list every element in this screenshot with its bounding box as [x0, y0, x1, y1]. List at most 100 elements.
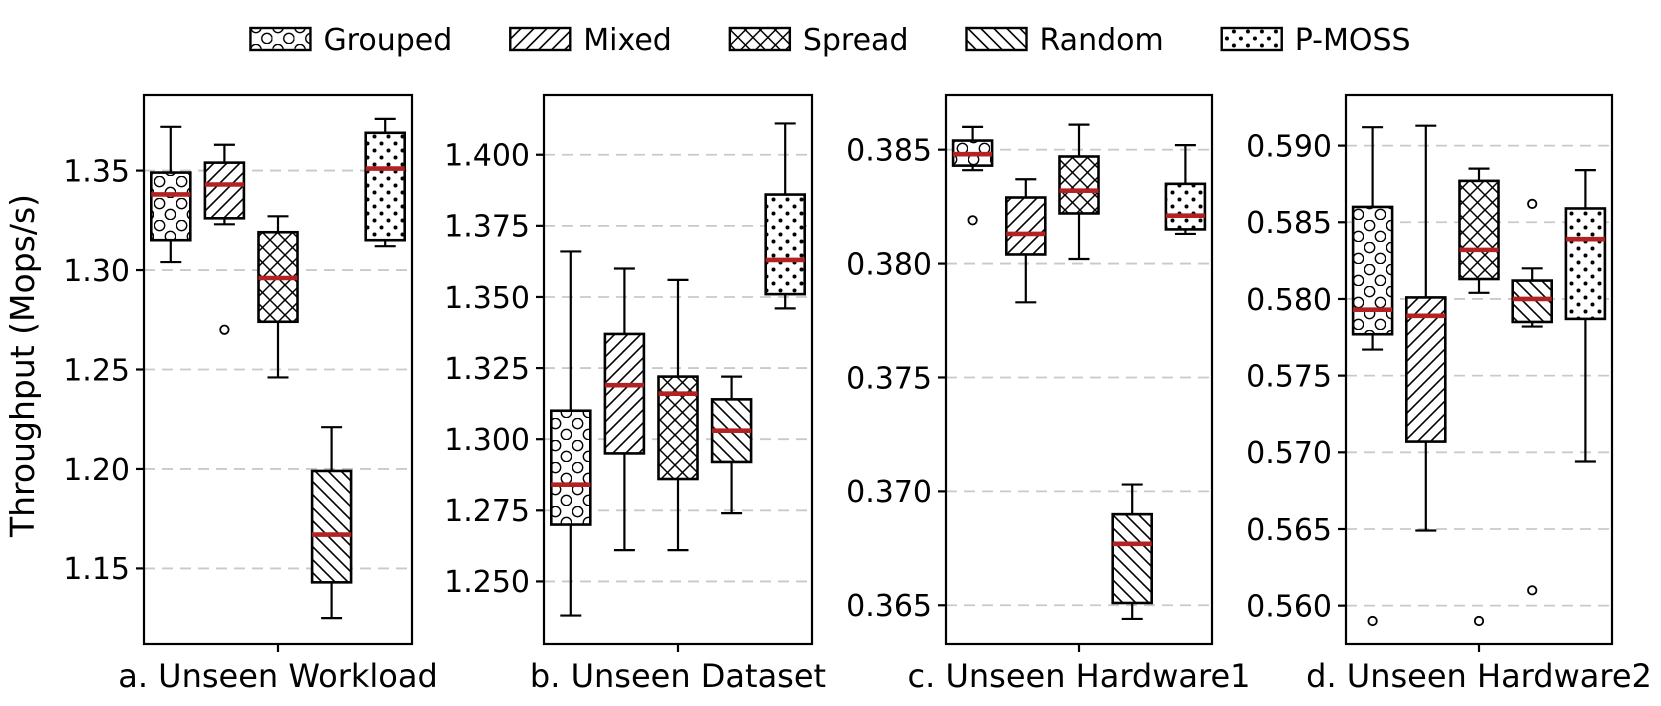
x-axis-label: b. Unseen Dataset: [530, 657, 826, 695]
box-hatch: [765, 194, 805, 295]
boxplot-grouped: [951, 125, 994, 226]
y-tick-label: 1.15: [63, 552, 130, 587]
y-tick-label: 0.585: [1246, 206, 1332, 241]
legend-item-mixed: Mixed: [509, 23, 672, 58]
box-hatch: [1353, 206, 1393, 335]
boxplot-mixed: [1405, 124, 1447, 532]
y-tick-label: 0.370: [846, 475, 932, 510]
box-border: [364, 131, 407, 242]
legend-item-random: Random: [965, 23, 1164, 58]
subplot-c: 0.365 0.370 0.375 0.380 0.385 c. Unseen Hardw…: [846, 93, 1251, 695]
boxplot-grouped: [150, 125, 192, 264]
y-tick-label: 0.570: [1246, 436, 1332, 471]
box-hatch: [1059, 156, 1099, 214]
box-border: [1405, 296, 1447, 443]
boxplot-mixed: [203, 143, 246, 335]
legend-item-p-moss: P-MOSS: [1220, 23, 1411, 58]
y-tick-label: 1.250: [444, 565, 530, 600]
y-tick-label: 0.380: [846, 247, 932, 282]
box-hatch: [1112, 514, 1152, 603]
box-hatch: [1565, 208, 1605, 319]
box-border: [1111, 512, 1153, 605]
box-border: [549, 409, 592, 526]
legend-patch-hatch: [510, 28, 571, 50]
x-axis-label: a. Unseen Workload: [118, 657, 438, 695]
box-hatch: [1406, 297, 1446, 442]
boxplot-spread: [257, 215, 299, 379]
box-hatch: [1165, 183, 1205, 230]
boxplot-mixed: [1004, 178, 1047, 304]
boxplot-spread: [1058, 123, 1100, 261]
box-border: [1004, 196, 1047, 256]
y-tick-label: 0.560: [1246, 589, 1332, 624]
legend-patch-border: [1220, 26, 1283, 52]
boxplot-mixed: [603, 267, 646, 552]
legend-item-spread: Spread: [728, 23, 909, 58]
y-tick-label: 1.20: [63, 453, 130, 488]
y-tick-label: 1.275: [444, 494, 530, 529]
legend-patch-hatch: [1221, 28, 1282, 50]
boxplot-grouped: [549, 250, 592, 617]
box-hatch: [551, 410, 591, 525]
y-tick-label: 0.365: [846, 589, 932, 624]
legend-patch-border: [965, 26, 1028, 52]
outlier-point: [1473, 615, 1485, 627]
box-border: [1458, 179, 1500, 281]
box-hatch: [204, 162, 244, 219]
box-hatch: [604, 333, 644, 454]
box-hatch: [151, 172, 191, 241]
y-tick-label: 1.30: [63, 254, 130, 289]
box-hatch: [365, 132, 405, 241]
box-hatch: [312, 470, 352, 583]
y-tick-label: 0.375: [846, 361, 932, 396]
x-axis-label: c. Unseen Hardware1: [908, 657, 1251, 695]
box-border: [764, 193, 807, 296]
legend-patch-hatch: [250, 28, 311, 50]
boxplot-grouped: [1351, 126, 1394, 627]
y-tick-label: 1.400: [444, 139, 530, 174]
boxplot-spread: [1458, 167, 1500, 627]
boxplot-random: [310, 426, 353, 620]
outlier-point: [1527, 585, 1538, 596]
box-hatch: [1512, 280, 1552, 322]
legend: Grouped Mixed Spread Random P-MOSS: [249, 23, 1411, 58]
y-tick-label: 1.375: [444, 210, 530, 245]
outlier-point: [1527, 198, 1538, 209]
outlier-point: [967, 215, 978, 226]
box-border: [603, 332, 646, 455]
subplot-a: 1.15 1.20 1.25 1.30 1.35 a. Unseen Workload: [63, 93, 438, 695]
boxplot-random: [710, 375, 753, 515]
legend-patch-border: [728, 26, 792, 52]
box-border: [1351, 205, 1394, 336]
y-tick-label: 0.565: [1246, 513, 1332, 548]
y-tick-label: 1.350: [444, 281, 530, 316]
box-border: [1058, 155, 1100, 215]
legend-patch-border: [509, 26, 572, 52]
y-tick-label: 1.300: [444, 423, 530, 458]
y-tick-label: 1.35: [63, 154, 130, 189]
box-border: [657, 375, 699, 481]
box-border: [310, 469, 353, 584]
subplot-d: 0.560 0.565 0.570 0.575 0.580 0.585 0.590 d. Un…: [1246, 93, 1652, 695]
box-hatch: [1459, 180, 1499, 280]
outlier-point: [1367, 615, 1378, 627]
x-axis-label: d. Unseen Hardware2: [1306, 657, 1652, 695]
y-tick-label: 0.580: [1246, 283, 1332, 318]
box-border: [1511, 279, 1553, 324]
boxplot-random: [1511, 198, 1553, 596]
legend-patch-hatch: [966, 28, 1027, 50]
y-tick-label: 0.575: [1246, 359, 1332, 394]
y-axis-label: Throughput (Mops/s): [3, 194, 42, 538]
y-tick-label: 0.590: [1246, 129, 1332, 164]
legend-label: Spread: [803, 23, 909, 58]
y-tick-label: 1.25: [63, 353, 130, 388]
legend-label: Grouped: [323, 23, 452, 58]
legend-label: Mixed: [583, 23, 672, 58]
subplot-b: 1.250 1.275 1.300 1.325 1.350 1.375 1.400 b. Un…: [444, 93, 826, 695]
legend-patch-border: [249, 26, 312, 52]
outlier-point: [219, 324, 230, 335]
y-tick-label: 1.325: [444, 352, 530, 387]
box-border: [1564, 207, 1607, 321]
boxplot-spread: [657, 278, 699, 552]
